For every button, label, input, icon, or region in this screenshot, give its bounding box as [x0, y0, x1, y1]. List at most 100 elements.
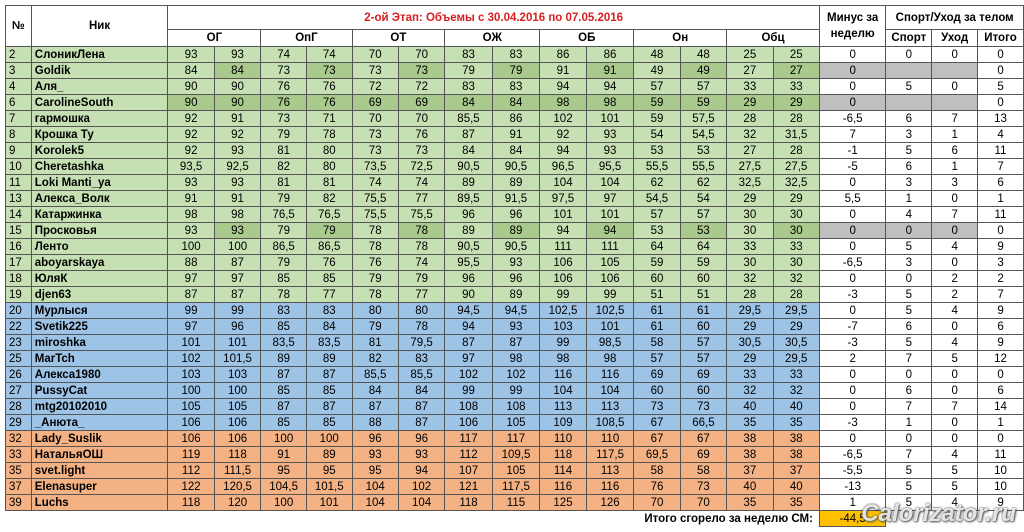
measure-cell: 85: [260, 270, 307, 287]
measure-cell: 84: [444, 142, 493, 159]
measure-cell: 30,5: [726, 334, 774, 351]
sport-cell: 6: [885, 110, 933, 127]
measure-cell: 38: [726, 446, 774, 463]
measure-cell: 83,5: [260, 334, 307, 351]
total-cell: 12: [977, 350, 1024, 367]
measure-cell: 59: [633, 110, 681, 127]
measure-cell: 29,5: [772, 350, 820, 367]
measure-cell: 116: [539, 366, 587, 383]
measure-cell: 96: [491, 270, 541, 287]
care-cell: 4: [931, 238, 979, 255]
row-number: 33: [5, 446, 32, 463]
measure-cell: 88: [351, 414, 399, 431]
sport-cell: [885, 62, 933, 79]
table-row: 6 CarolineSouth 90 90 76 76 69 69 84 84 98 98 59 59 29…: [5, 94, 1024, 111]
measure-cell: 73: [397, 142, 446, 159]
measure-cell: 57: [633, 78, 681, 95]
table-row: 13 Алекса_Волк 91 91 79 82 75,5 77 89,5 91,5 97,5 9…: [5, 190, 1024, 207]
measure-cell: 88: [167, 254, 215, 271]
measure-cell: 101: [585, 110, 635, 127]
measure-cell: 102: [397, 478, 446, 495]
nick-cell: СлоникЛена: [30, 46, 169, 63]
measure-header-ob: ОБ: [539, 29, 635, 47]
total-cell: 0: [977, 46, 1024, 63]
measure-cell: 87: [351, 398, 399, 415]
measure-cell: 107: [444, 462, 493, 479]
total-cell: 5: [977, 78, 1024, 95]
minus-week-cell: 0: [818, 206, 887, 223]
measure-cell: 75,5: [397, 206, 446, 223]
total-cell: 6: [977, 382, 1024, 399]
measure-cell: 87: [213, 254, 262, 271]
measure-cell: 84: [213, 62, 262, 79]
measure-cell: 33: [772, 238, 820, 255]
measure-cell: 79: [397, 270, 446, 287]
measure-cell: 29: [772, 318, 820, 335]
measure-cell: 87: [167, 286, 215, 303]
measure-cell: 78: [305, 126, 353, 143]
measure-cell: 81: [260, 174, 307, 191]
measure-cell: 106: [444, 414, 493, 431]
sport-cell: 5: [885, 142, 933, 159]
minus-week-cell: 0: [818, 174, 887, 191]
table-row: 14 Катаржинка 98 98 76,5 76,5 75,5 75,5 96 96 101 1…: [5, 206, 1024, 223]
nick-cell: MarTch: [30, 350, 169, 367]
sport-cell: 5: [885, 478, 933, 495]
measure-cell: 60: [633, 382, 681, 399]
measure-cell: 76,5: [260, 206, 307, 223]
measure-cell: 84: [491, 142, 541, 159]
measure-cell: 93: [585, 142, 635, 159]
measure-cell: 106: [213, 430, 262, 447]
measure-cell: 90: [213, 94, 262, 111]
nick-cell: djen63: [30, 286, 169, 303]
measure-cell: 27: [726, 62, 774, 79]
minus-week-cell: 0: [818, 78, 887, 95]
nick-cell: Korolek5: [30, 142, 169, 159]
table-row: 2 СлоникЛена 93 93 74 74 70 70 83 83 86 86 48 48 25 25 0…: [5, 46, 1024, 63]
measure-cell: 91: [585, 62, 635, 79]
measure-cell: 28: [772, 142, 820, 159]
table-row: 11 Loki Manti_ya 93 93 81 81 74 74 89 89 104 104 62 6…: [5, 174, 1024, 191]
measure-cell: 89: [444, 174, 493, 191]
total-cell: 14: [977, 398, 1024, 415]
measure-cell: 60: [679, 318, 728, 335]
total-cell: 10: [977, 462, 1024, 479]
stage-title: 2-ой Этап: Объемы с 30.04.2016 по 07.05.…: [167, 5, 820, 30]
measure-cell: 57: [679, 206, 728, 223]
row-number: 35: [5, 462, 32, 479]
measure-cell: 106: [167, 414, 215, 431]
measure-cell: 86: [491, 110, 541, 127]
row-number: 17: [5, 254, 32, 271]
col-number-header: №: [5, 5, 32, 47]
measure-cell: 82: [260, 158, 307, 175]
sport-cell: 5: [885, 494, 933, 511]
measure-cell: 54,5: [679, 126, 728, 143]
total-cell: 9: [977, 238, 1024, 255]
total-cell: 9: [977, 302, 1024, 319]
minus-week-cell: 5,5: [818, 190, 887, 207]
sport-cell: 0: [885, 366, 933, 383]
sport-cell: 1: [885, 190, 933, 207]
measure-cell: 71: [305, 110, 353, 127]
measure-cell: 70: [397, 110, 446, 127]
measure-cell: 89: [260, 350, 307, 367]
measure-cell: 29,5: [772, 302, 820, 319]
sport-cell: 7: [885, 398, 933, 415]
nick-cell: Крошка Ту: [30, 126, 169, 143]
measure-cell: 99: [444, 382, 493, 399]
measure-cell: 81: [305, 174, 353, 191]
total-cell: 7: [977, 286, 1024, 303]
measure-cell: 59: [679, 254, 728, 271]
care-cell: 0: [931, 46, 979, 63]
measure-cell: 90,5: [444, 238, 493, 255]
measure-cell: 95: [305, 462, 353, 479]
measure-cell: 91,5: [491, 190, 541, 207]
row-number: 22: [5, 318, 32, 335]
measure-cell: 57: [633, 206, 681, 223]
measure-cell: 92: [167, 110, 215, 127]
nick-cell: Ленто: [30, 238, 169, 255]
measure-cell: 72,5: [397, 158, 446, 175]
sport-cell: 4: [885, 206, 933, 223]
weekly-burn-value: -44,5: [818, 510, 887, 527]
measure-cell: 27: [772, 62, 820, 79]
